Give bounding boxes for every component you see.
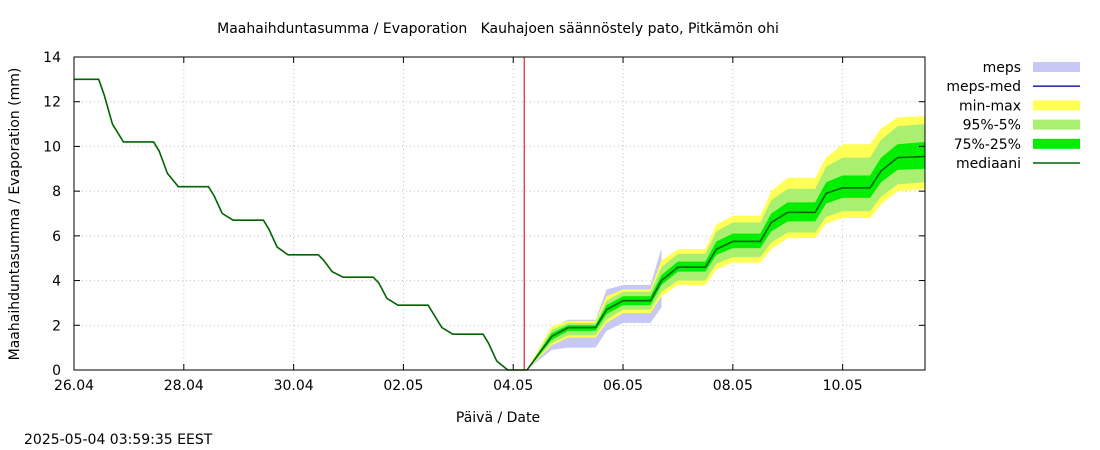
y-tick-label: 12 [43,95,61,111]
x-tick-label: 30.04 [274,378,314,394]
axis-ticks: 0 2 4 6 8 10 12 14 26.04 28.04 30.04 02.05 04.05 06.0… [43,50,925,394]
x-tick-label: 04.05 [493,378,533,394]
observed-line [74,78,527,371]
plot-frame [73,56,926,371]
x-tick-label: 08.05 [713,378,753,394]
legend-label-meps_med: meps-med [946,79,1021,95]
legend-swatch-meps [1033,62,1080,72]
y-tick-label: 2 [52,318,61,334]
legend-swatch-p95_5 [1033,119,1080,130]
y-tick-label: 4 [52,274,61,290]
legend-swatch-minmax [1033,100,1080,111]
median-forecast-line [526,155,926,371]
y-tick-label: 0 [52,363,61,379]
x-tick-label: 02.05 [383,378,423,394]
y-tick-label: 6 [52,229,61,245]
legend-label-mediaani: mediaani [956,156,1021,172]
series-lines [74,57,926,371]
legend-label-p95_5: 95%-5% [963,118,1021,134]
chart-title: Maahaihduntasumma / Evaporation Kauhajoe… [217,21,779,37]
x-tick-label: 10.05 [823,378,863,394]
legend: meps meps-med min-max 95%-5% 75%-25% mediaani [946,60,1080,172]
y-tick-label: 10 [43,139,61,155]
y-axis-label: Maahaihduntasumma / Evaporation (mm) [7,68,23,361]
forecast-bands [526,116,925,370]
y-tick-label: 14 [43,50,61,66]
x-tick-label: 26.04 [54,378,94,394]
x-tick-label: 06.05 [603,378,643,394]
timestamp: 2025-05-04 03:59:35 EEST [24,432,213,448]
x-axis-label: Päivä / Date [456,410,540,426]
x-tick-label: 28.04 [164,378,204,394]
legend-label-p75_25: 75%-25% [954,137,1021,153]
p75-p25-band [526,141,925,370]
y-tick-label: 8 [52,184,61,200]
legend-swatch-p75_25 [1033,138,1080,149]
legend-label-meps: meps [983,60,1021,76]
legend-label-minmax: min-max [959,98,1021,114]
grid [74,57,925,370]
